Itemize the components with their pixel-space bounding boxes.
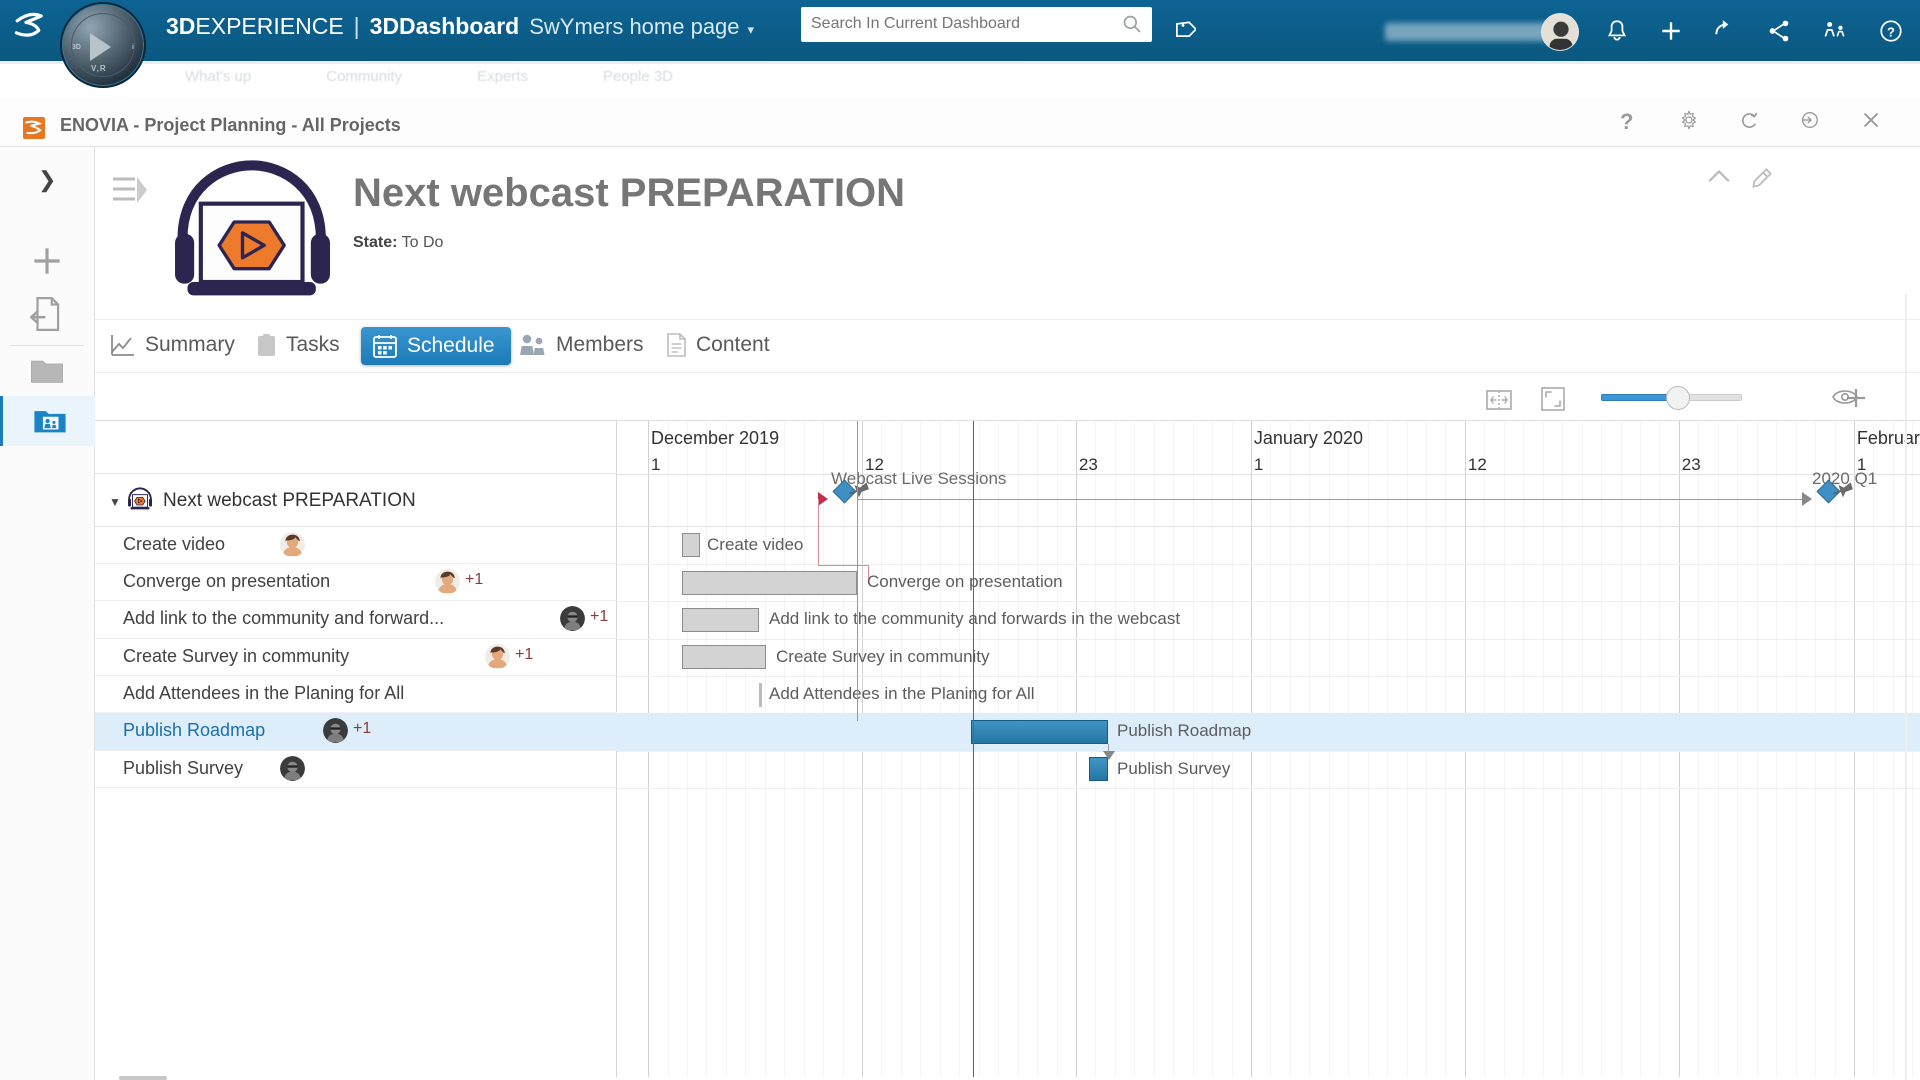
svg-text:?: ? <box>1887 24 1895 39</box>
